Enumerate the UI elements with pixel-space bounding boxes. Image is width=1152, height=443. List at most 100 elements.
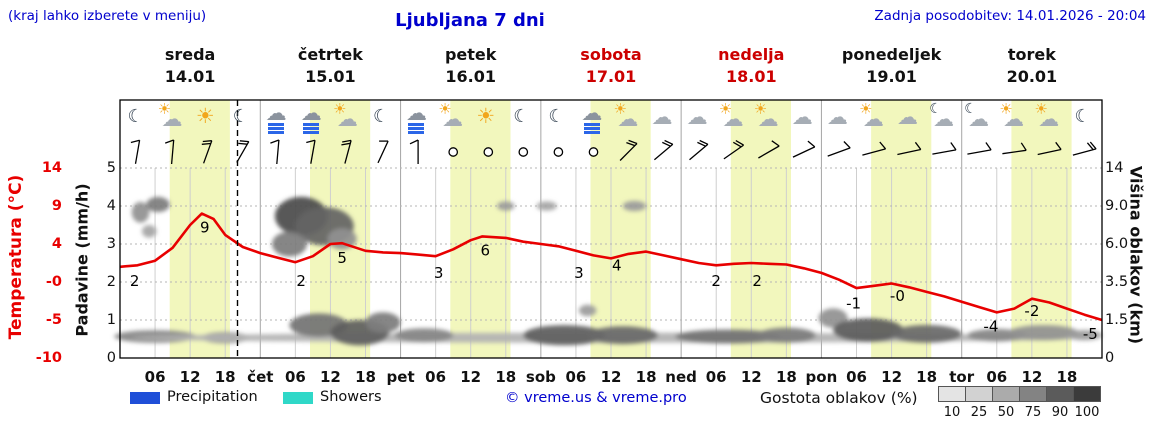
density-step xyxy=(1073,386,1101,402)
temperature-value-label: 4 xyxy=(612,257,622,275)
sun-icon: ☀ xyxy=(718,100,733,118)
cloud-height-tick: 6.0 xyxy=(1105,236,1129,252)
moon-icon: ☾ xyxy=(1074,106,1091,127)
precip-tick: 5 xyxy=(106,160,116,176)
day-abbr-tick: čet xyxy=(247,368,274,386)
sun-icon: ☀ xyxy=(613,100,627,118)
day-name: torek xyxy=(1007,45,1056,64)
rain-line xyxy=(583,131,600,134)
sun-icon: ☀ xyxy=(753,100,768,118)
day-name: sreda xyxy=(164,45,216,64)
temp-tick: 9 xyxy=(51,198,62,214)
cloud-icon: ☁ xyxy=(791,105,813,129)
hour-tick: 12 xyxy=(179,368,201,386)
weather-icon-rain: ☁ xyxy=(261,101,295,139)
day-header: sreda 14.01 xyxy=(120,44,260,88)
cloud-height-tick: 1.5 xyxy=(1105,312,1129,328)
weather-icon-rain: ☁ xyxy=(577,101,611,139)
rain-line xyxy=(583,127,600,130)
day-header: sobota 17.01 xyxy=(541,44,681,88)
cloud-icon: ☁ xyxy=(161,107,183,131)
rain-line xyxy=(267,123,284,126)
weather-icon-moon: ☾ xyxy=(1068,101,1102,139)
day-abbr-tick: sob xyxy=(525,368,556,386)
sun-icon: ☀ xyxy=(333,100,347,118)
cloud-icon: ☁ xyxy=(757,107,779,131)
density-tick-label: 25 xyxy=(970,405,988,420)
precip-tick: 3 xyxy=(106,236,116,252)
density-tick-label: 50 xyxy=(997,405,1015,420)
sun-icon: ☀ xyxy=(157,100,172,118)
hour-tick: 18 xyxy=(355,368,376,386)
weather-icon-moon: ☾ xyxy=(226,101,260,139)
page-title: Ljubljana 7 dni xyxy=(395,10,545,31)
rain-line xyxy=(408,123,425,126)
rain-line xyxy=(302,123,319,126)
weather-icon-partly: ☀ ☁ xyxy=(436,101,470,139)
density-step xyxy=(1019,386,1047,402)
weather-icon-cloud: ☁ xyxy=(822,101,856,139)
cloud-icon: ☁ xyxy=(897,105,919,129)
cloud-icon: ☁ xyxy=(651,105,673,129)
temp-tick: 14 xyxy=(41,160,62,176)
weather-icon-cloud: ☁ xyxy=(682,101,716,139)
cloud-icon: ☁ xyxy=(1003,107,1025,131)
moon-icon: ☾ xyxy=(373,106,390,127)
temp-tick: -10 xyxy=(35,350,62,366)
cloud-icon: ☁ xyxy=(337,107,358,131)
cloud-icon: ☁ xyxy=(442,107,464,131)
location-menu-hint: (kraj lahko izberete v meniju) xyxy=(8,8,207,24)
rain-line xyxy=(583,123,600,126)
weather-icon-partly: ☀ ☁ xyxy=(612,101,646,139)
hour-tick: 18 xyxy=(916,368,938,386)
cloud-icon: ☁ xyxy=(863,107,884,131)
temperature-curve xyxy=(119,212,1103,322)
weather-icon-partly: ☀ ☁ xyxy=(997,101,1031,139)
cloud-icon: ☁ xyxy=(617,107,639,131)
temp-tick: -0 xyxy=(45,274,62,290)
rain-cloud-icon: ☁ xyxy=(581,101,603,125)
temperature-value-label: 5 xyxy=(337,249,347,267)
weather-icon-moon: ☾ xyxy=(506,101,540,139)
hour-tick: 06 xyxy=(144,368,166,386)
hour-tick: 12 xyxy=(1021,368,1043,386)
temperature-value-label: 2 xyxy=(296,272,306,290)
hour-tick: 06 xyxy=(846,368,867,386)
temperature-value-label: -0 xyxy=(890,287,905,305)
temperature-value-label: 2 xyxy=(130,272,140,290)
rain-line xyxy=(302,131,319,134)
weather-icon-partly: ☀ ☁ xyxy=(752,101,786,139)
rain-line xyxy=(267,131,284,134)
weather-icon-partly: ☀ ☁ xyxy=(857,101,891,139)
density-tick-label: 75 xyxy=(1024,405,1042,420)
weather-icon-moon: ☾ xyxy=(366,101,400,139)
cloud-density-scale xyxy=(938,386,1101,402)
density-tick-label: 10 xyxy=(943,405,961,420)
day-header: torek 20.01 xyxy=(962,44,1102,88)
copyright-link[interactable]: © vreme.us & vreme.pro xyxy=(505,390,687,406)
day-date: 20.01 xyxy=(1006,67,1058,86)
rain-line xyxy=(302,127,319,130)
sun-icon: ☀ xyxy=(1034,100,1048,118)
hour-tick: 12 xyxy=(600,368,622,386)
day-abbr-tick: pon xyxy=(805,368,838,386)
hour-tick: 18 xyxy=(1056,368,1078,386)
moon-icon: ☾ xyxy=(964,101,977,117)
precip-tick: 1 xyxy=(106,312,116,328)
daylight-band xyxy=(450,100,511,358)
daylight-band xyxy=(590,100,651,358)
hour-tick: 18 xyxy=(775,368,797,386)
temperature-value-label: 6 xyxy=(481,241,491,259)
density-step xyxy=(938,386,966,402)
day-date: 17.01 xyxy=(585,67,637,86)
day-name: četrtek xyxy=(297,45,363,64)
day-date: 14.01 xyxy=(164,67,216,86)
cloud-icon: ☁ xyxy=(933,107,955,131)
cloud-height-tick: 14 xyxy=(1105,160,1124,176)
precip-tick: 2 xyxy=(106,274,116,290)
cloud-icon: ☁ xyxy=(686,105,708,129)
moon-icon: ☾ xyxy=(548,106,565,127)
cloud-height-tick: 3.5 xyxy=(1105,274,1129,290)
day-name: sobota xyxy=(580,45,642,64)
cloud-icon: ☁ xyxy=(722,107,744,131)
